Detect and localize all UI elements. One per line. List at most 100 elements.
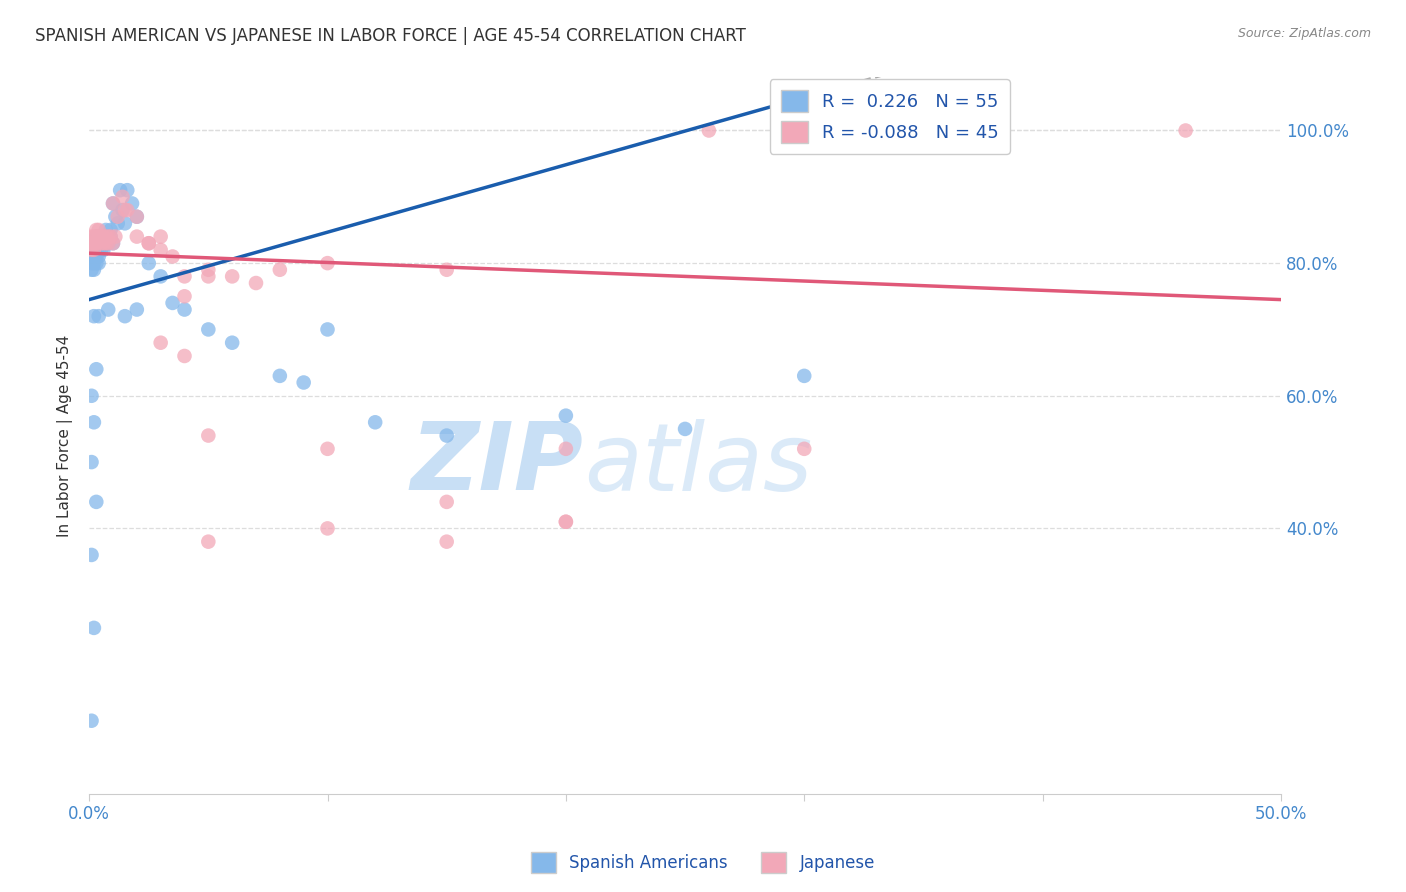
Point: [111, 203, 134, 218]
Point: [197, 428, 219, 442]
Point: [316, 322, 339, 336]
Point: [87, 309, 110, 323]
Point: [793, 442, 815, 456]
Point: [94, 236, 117, 251]
Point: [83, 309, 105, 323]
Point: [793, 368, 815, 383]
Point: [316, 442, 339, 456]
Point: [221, 335, 243, 350]
Point: [83, 415, 105, 429]
Point: [114, 309, 136, 323]
Point: [83, 621, 105, 635]
Point: [84, 362, 107, 376]
Point: [149, 229, 172, 244]
Point: [80, 250, 103, 264]
Point: [87, 250, 110, 264]
Point: [80, 236, 103, 251]
Text: SPANISH AMERICAN VS JAPANESE IN LABOR FORCE | AGE 45-54 CORRELATION CHART: SPANISH AMERICAN VS JAPANESE IN LABOR FO…: [35, 27, 747, 45]
Point: [162, 250, 184, 264]
Point: [436, 495, 458, 509]
Text: Source: ZipAtlas.com: Source: ZipAtlas.com: [1237, 27, 1371, 40]
Point: [84, 229, 107, 244]
Point: [269, 262, 291, 277]
Point: [83, 243, 105, 257]
Point: [83, 229, 105, 244]
Point: [125, 210, 148, 224]
Point: [80, 256, 103, 270]
Point: [125, 302, 148, 317]
Point: [90, 236, 112, 251]
Point: [111, 190, 134, 204]
Point: [173, 289, 195, 303]
Point: [554, 409, 576, 423]
Point: [436, 534, 458, 549]
Point: [100, 223, 122, 237]
Point: [101, 196, 124, 211]
Point: [84, 495, 107, 509]
Point: [94, 229, 117, 244]
Point: [149, 243, 172, 257]
Point: [93, 243, 115, 257]
Text: atlas: atlas: [583, 418, 813, 509]
Point: [97, 229, 120, 244]
Point: [117, 203, 139, 218]
Point: [221, 269, 243, 284]
Point: [84, 236, 107, 251]
Point: [93, 229, 115, 244]
Point: [292, 376, 315, 390]
Point: [108, 183, 131, 197]
Point: [94, 229, 117, 244]
Point: [554, 442, 576, 456]
Point: [1174, 123, 1197, 137]
Point: [87, 223, 110, 237]
Legend: Spanish Americans, Japanese: Spanish Americans, Japanese: [524, 846, 882, 880]
Point: [90, 236, 112, 251]
Point: [94, 236, 117, 251]
Point: [84, 256, 107, 270]
Point: [554, 515, 576, 529]
Point: [114, 203, 136, 218]
Point: [83, 250, 105, 264]
Point: [80, 262, 103, 277]
Point: [316, 521, 339, 535]
Point: [80, 455, 103, 469]
Point: [84, 250, 107, 264]
Point: [80, 389, 103, 403]
Point: [83, 236, 105, 251]
Point: [162, 296, 184, 310]
Point: [173, 269, 195, 284]
Point: [97, 236, 120, 251]
Point: [125, 229, 148, 244]
Point: [197, 322, 219, 336]
Point: [364, 415, 387, 429]
Point: [80, 548, 103, 562]
Text: ZIP: ZIP: [411, 418, 583, 510]
Point: [245, 276, 267, 290]
Point: [80, 229, 103, 244]
Point: [104, 229, 127, 244]
Point: [84, 243, 107, 257]
Point: [80, 243, 103, 257]
Point: [269, 368, 291, 383]
Point: [101, 196, 124, 211]
Point: [125, 210, 148, 224]
Point: [697, 123, 720, 137]
Point: [104, 210, 127, 224]
Point: [101, 236, 124, 251]
Point: [100, 229, 122, 244]
Point: [80, 714, 103, 728]
Point: [101, 236, 124, 251]
Point: [97, 236, 120, 251]
Point: [97, 229, 120, 244]
Point: [83, 262, 105, 277]
Point: [87, 243, 110, 257]
Point: [83, 236, 105, 251]
Point: [87, 236, 110, 251]
Point: [107, 210, 129, 224]
Point: [107, 216, 129, 230]
Point: [84, 236, 107, 251]
Point: [90, 229, 112, 244]
Point: [94, 223, 117, 237]
Point: [80, 243, 103, 257]
Point: [87, 256, 110, 270]
